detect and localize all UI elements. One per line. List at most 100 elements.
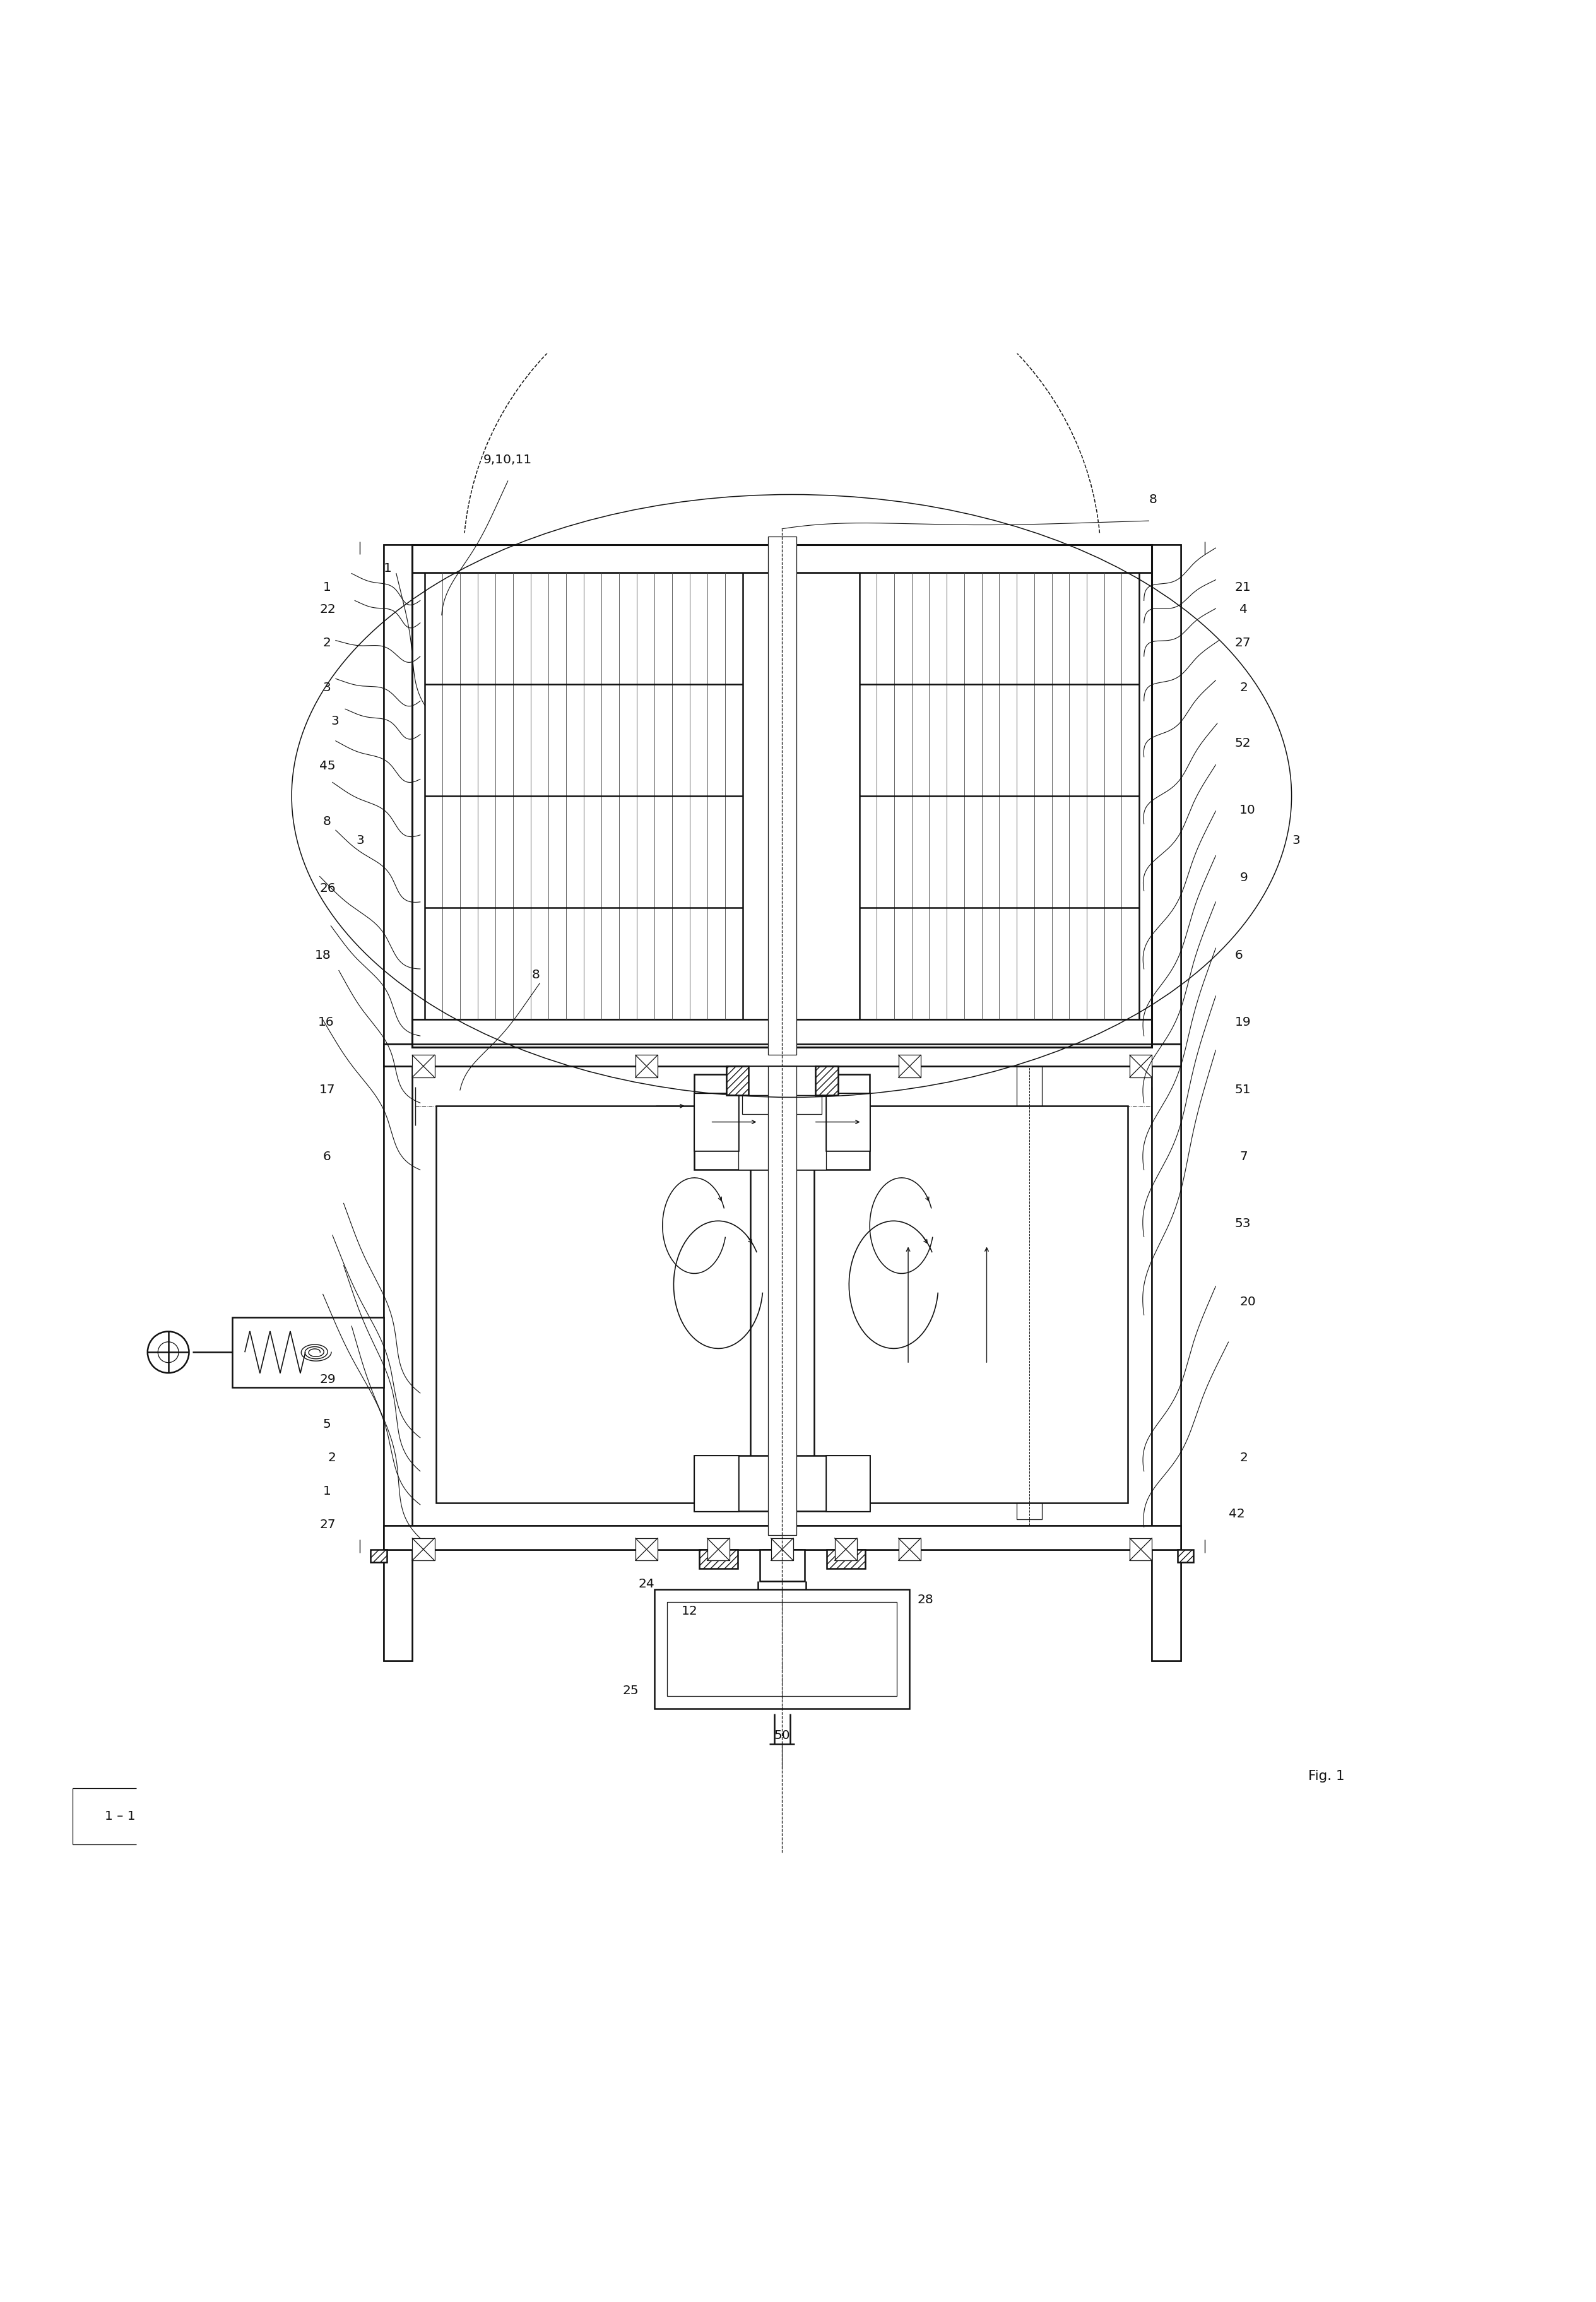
Bar — [760, 1549, 804, 1581]
Text: 12: 12 — [681, 1604, 697, 1616]
Bar — [899, 1054, 921, 1077]
Text: 53: 53 — [1235, 1218, 1251, 1229]
Bar — [771, 1538, 793, 1561]
Bar — [231, 1317, 383, 1388]
Text: 18: 18 — [314, 948, 330, 962]
Bar — [768, 536, 796, 1054]
Text: 1: 1 — [322, 580, 330, 594]
Text: 52: 52 — [1235, 737, 1251, 748]
Text: 6: 6 — [322, 1151, 330, 1163]
Bar — [635, 1538, 658, 1561]
Text: 17: 17 — [319, 1084, 335, 1096]
Bar — [370, 1549, 386, 1563]
Text: Fig. 1: Fig. 1 — [1309, 1770, 1344, 1782]
Bar — [1130, 1538, 1152, 1561]
Text: 3: 3 — [356, 833, 364, 847]
Bar — [383, 1045, 1181, 1066]
Text: 27: 27 — [1235, 638, 1251, 649]
Bar — [412, 546, 1152, 1047]
Bar — [699, 1549, 737, 1568]
Text: 3: 3 — [330, 716, 338, 727]
Bar — [412, 546, 1152, 573]
Text: 22: 22 — [319, 603, 335, 615]
Text: 7: 7 — [1240, 1151, 1248, 1163]
Bar — [694, 1075, 870, 1169]
Text: 3: 3 — [322, 681, 330, 693]
Bar — [383, 1045, 1181, 1066]
Bar — [768, 1066, 796, 1535]
Bar — [667, 1602, 897, 1697]
Bar — [1130, 1054, 1152, 1077]
Bar — [763, 1549, 801, 1568]
Text: 1 – 1: 1 – 1 — [104, 1809, 136, 1821]
Bar — [1017, 1066, 1042, 1519]
Bar — [1152, 546, 1181, 1662]
Text: 3: 3 — [1293, 833, 1301, 847]
Text: 42: 42 — [1229, 1508, 1245, 1519]
Bar — [739, 1075, 825, 1169]
Text: 27: 27 — [319, 1519, 335, 1531]
Text: 1: 1 — [383, 562, 391, 573]
Text: 8: 8 — [1149, 493, 1157, 506]
Text: 51: 51 — [1235, 1084, 1251, 1096]
Text: 2: 2 — [1240, 681, 1248, 693]
Bar — [412, 1020, 1152, 1047]
Bar — [694, 1093, 739, 1151]
Bar — [694, 1093, 739, 1151]
Bar — [412, 1054, 434, 1077]
Text: 2: 2 — [322, 638, 330, 649]
Bar — [383, 1526, 1181, 1549]
Text: 2: 2 — [327, 1453, 335, 1464]
Bar — [694, 1455, 739, 1512]
Bar — [383, 1526, 1181, 1549]
Text: 9: 9 — [1240, 870, 1248, 884]
Text: 2: 2 — [1240, 1453, 1248, 1464]
Text: 8: 8 — [531, 969, 539, 981]
Bar — [412, 1538, 434, 1561]
Bar — [816, 1066, 838, 1096]
Text: 4: 4 — [1240, 603, 1248, 615]
Bar — [742, 1096, 822, 1114]
Bar — [726, 1066, 749, 1096]
Bar — [835, 1538, 857, 1561]
Bar — [383, 546, 412, 1662]
Bar — [635, 1054, 658, 1077]
Bar — [412, 546, 1152, 573]
Text: 1: 1 — [322, 1485, 330, 1496]
Bar — [383, 546, 412, 1662]
Text: 6: 6 — [1235, 948, 1243, 962]
Bar — [825, 1093, 870, 1151]
Bar — [827, 1549, 865, 1568]
Text: 45: 45 — [319, 760, 335, 771]
Text: 50: 50 — [774, 1729, 790, 1740]
Text: 19: 19 — [1235, 1015, 1251, 1029]
Bar — [1178, 1549, 1194, 1563]
Bar — [707, 1538, 729, 1561]
Bar — [825, 1455, 870, 1512]
Bar — [694, 1455, 870, 1512]
Bar — [825, 1455, 870, 1512]
Bar — [654, 1588, 910, 1708]
Bar — [899, 1538, 921, 1561]
Bar — [859, 573, 1140, 1020]
Bar — [825, 1093, 870, 1151]
Text: 21: 21 — [1235, 580, 1251, 594]
Bar — [436, 1107, 750, 1503]
Bar — [1152, 546, 1181, 1662]
Text: 10: 10 — [1240, 803, 1256, 817]
Text: 16: 16 — [318, 1015, 334, 1029]
Text: 20: 20 — [1240, 1296, 1256, 1308]
Bar — [814, 1107, 1128, 1503]
Text: 28: 28 — [918, 1593, 934, 1604]
Text: 5: 5 — [322, 1418, 330, 1430]
Bar — [425, 573, 744, 1020]
Bar — [694, 1455, 739, 1512]
Text: 8: 8 — [322, 815, 330, 826]
Text: 29: 29 — [319, 1374, 335, 1386]
Bar — [726, 1066, 838, 1096]
Text: 25: 25 — [622, 1685, 638, 1697]
Text: 26: 26 — [319, 882, 335, 895]
Bar — [412, 1020, 1152, 1047]
Text: 9,10,11: 9,10,11 — [484, 453, 531, 465]
Text: 24: 24 — [638, 1577, 654, 1588]
